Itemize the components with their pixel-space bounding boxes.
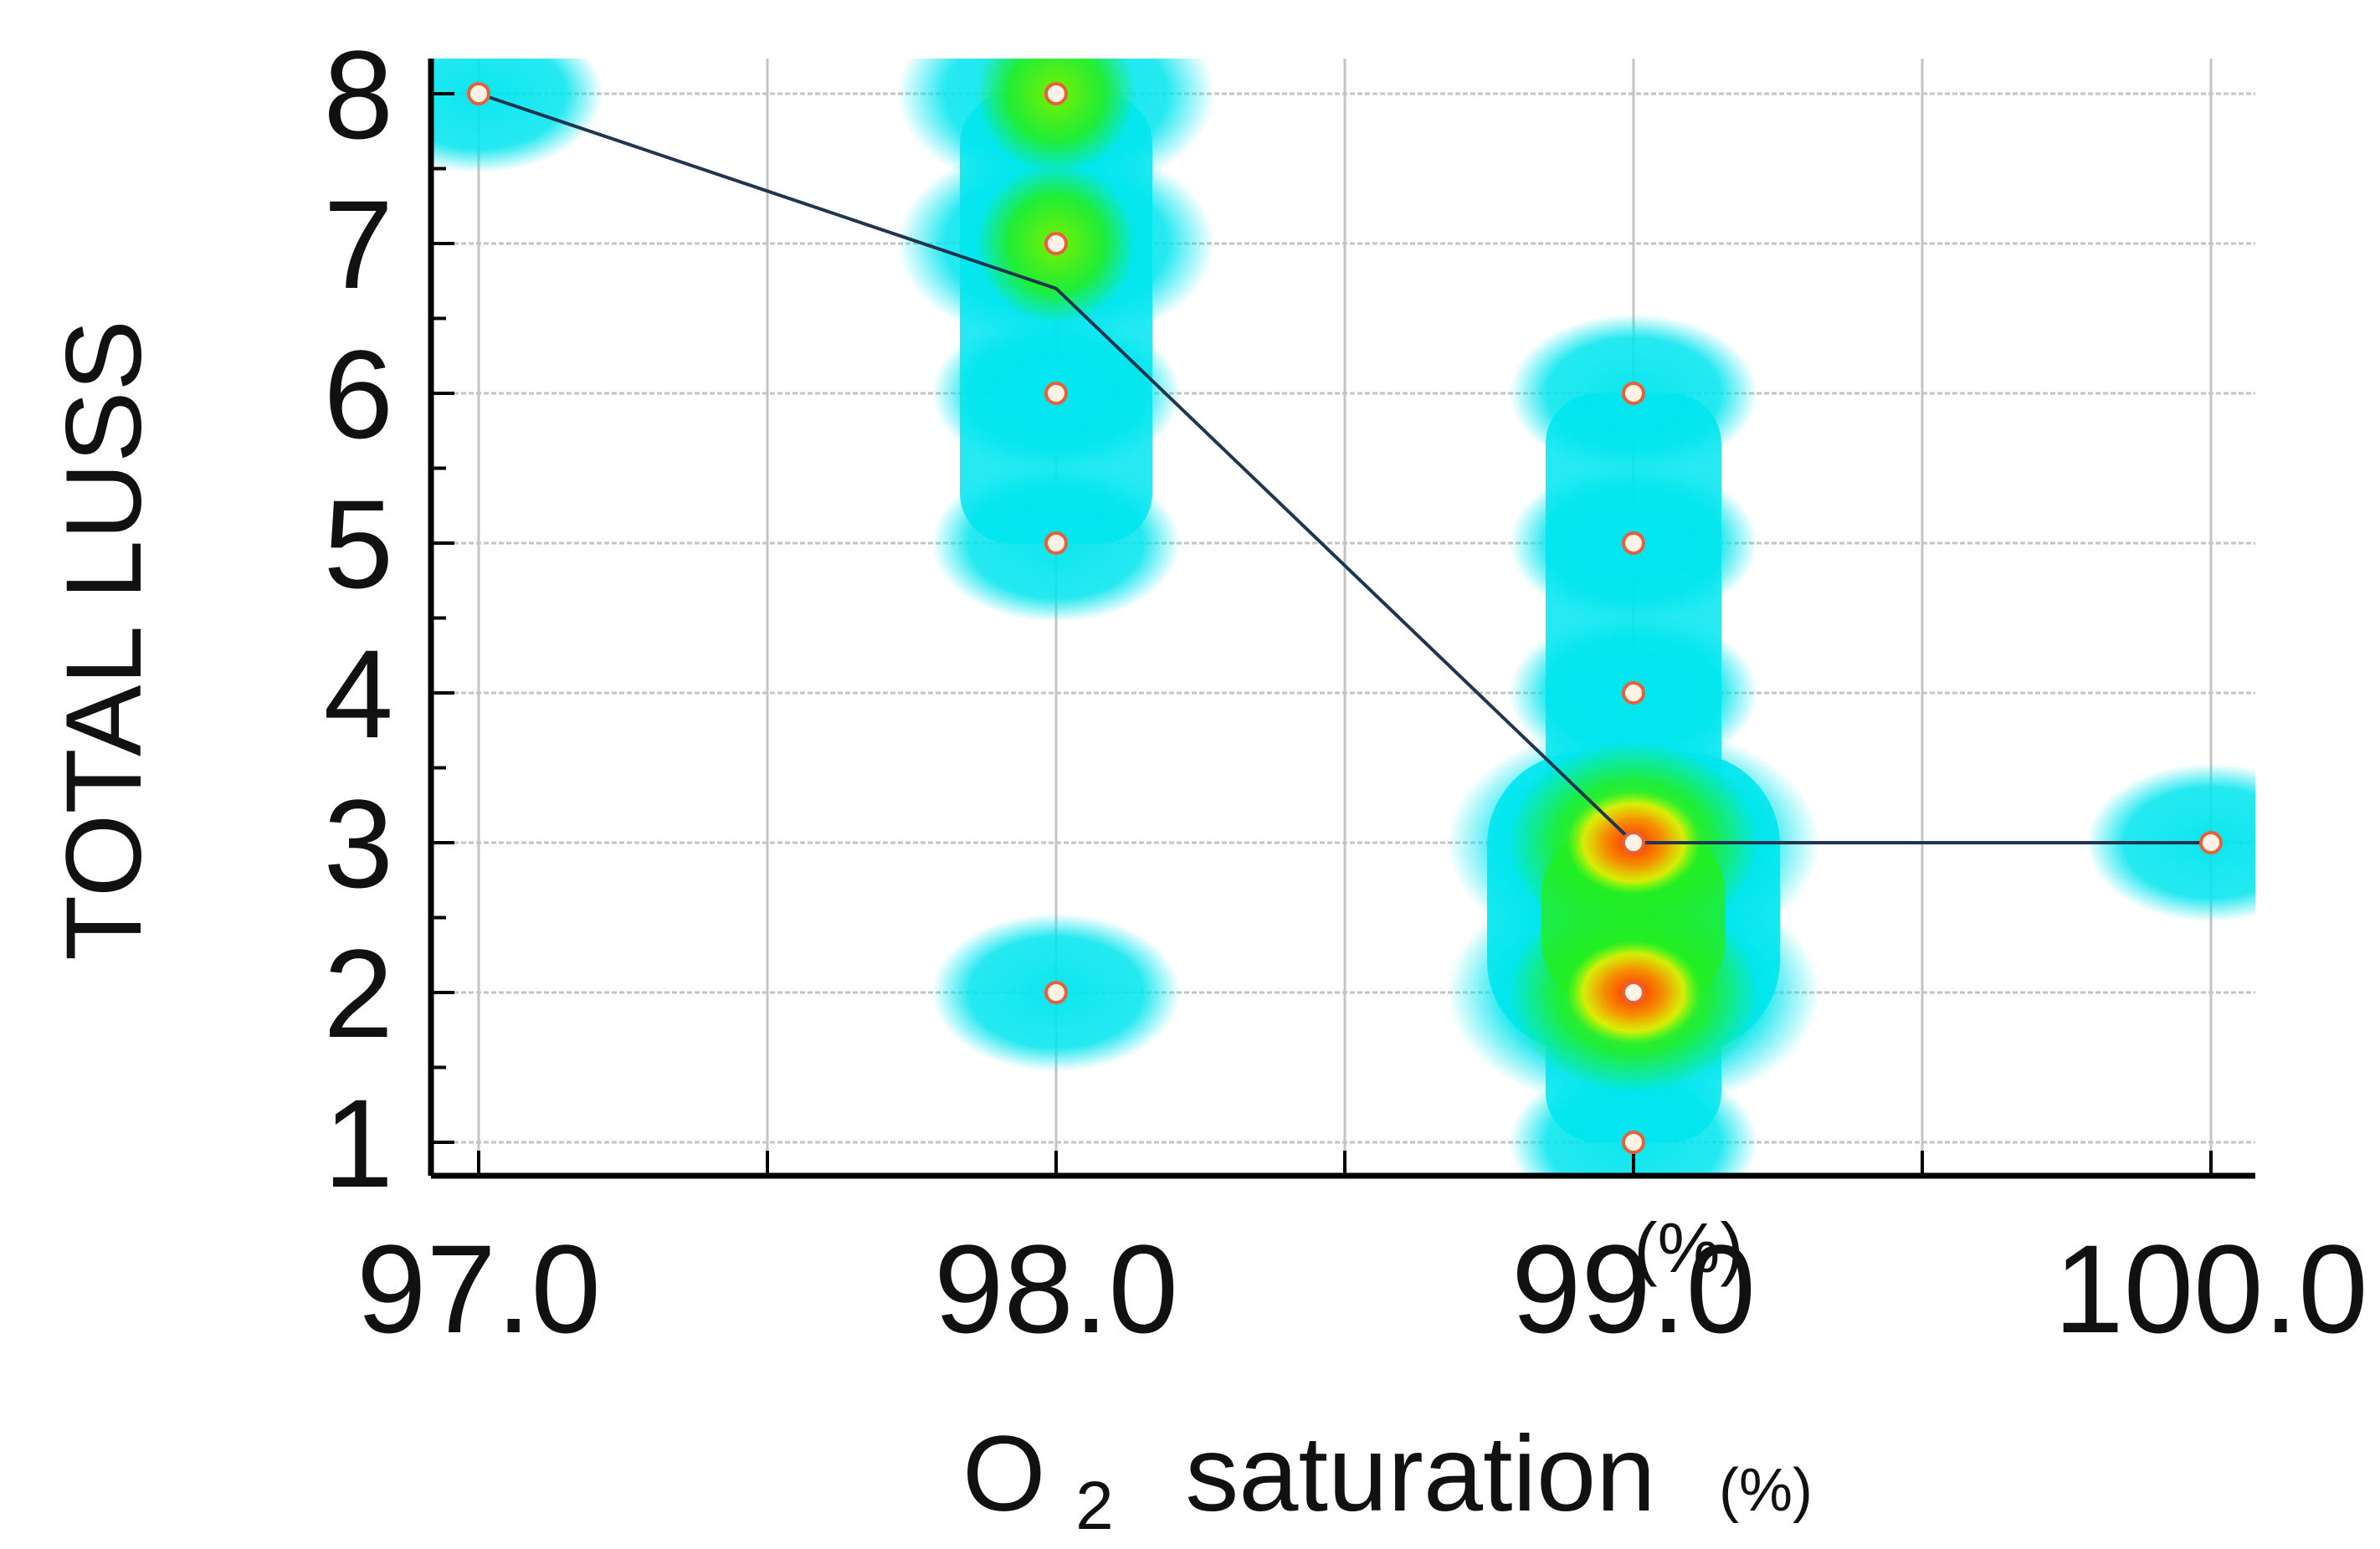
x-axis-unit: (%) xyxy=(1719,1457,1813,1524)
density-heatmap xyxy=(431,59,2255,1176)
trend-line-group xyxy=(478,92,2211,844)
data-point xyxy=(1622,981,1645,1004)
data-point xyxy=(2199,831,2223,854)
data-point xyxy=(1622,382,1645,405)
axes xyxy=(428,59,2255,1179)
data-point xyxy=(1044,232,1068,255)
data-point xyxy=(1622,831,1645,854)
y-tick-label: 2 xyxy=(324,923,393,1064)
trend-line xyxy=(478,92,2211,844)
y-tick-label: 6 xyxy=(324,324,393,464)
data-point xyxy=(1622,1131,1645,1154)
x-axis-title-rest: saturation xyxy=(1185,1414,1655,1534)
data-point xyxy=(1044,531,1068,555)
y-tick-label: 1 xyxy=(324,1073,393,1213)
data-point xyxy=(1044,981,1068,1004)
data-point xyxy=(1622,531,1645,555)
x-axis-title-subscript: 2 xyxy=(1075,1468,1114,1544)
x-tick-label: 97.0 xyxy=(356,1218,601,1359)
y-axis-title: TOTAL LUSS xyxy=(44,320,164,961)
stray-unit-label: (%) xyxy=(1634,1208,1744,1287)
data-point xyxy=(1622,681,1645,705)
x-axis-title: O 2 saturation (%) xyxy=(962,1414,1813,1549)
grid xyxy=(431,59,2255,1176)
y-tick-label: 3 xyxy=(324,773,393,914)
y-tick-label: 5 xyxy=(324,474,393,614)
y-tick-label: 7 xyxy=(324,174,393,315)
x-tick-label: 99.0 xyxy=(1511,1218,1756,1359)
x-tick-label: 100.0 xyxy=(2054,1218,2367,1359)
data-points xyxy=(467,82,2223,1154)
y-tick-label: 8 xyxy=(324,24,393,165)
x-axis-title-main: O xyxy=(962,1414,1046,1534)
data-point xyxy=(1044,382,1068,405)
data-point xyxy=(467,82,490,105)
data-point xyxy=(1044,82,1068,105)
y-tick-label: 4 xyxy=(324,623,393,764)
heat-blob-mid xyxy=(977,59,1136,173)
x-tick-label: 98.0 xyxy=(934,1218,1178,1359)
